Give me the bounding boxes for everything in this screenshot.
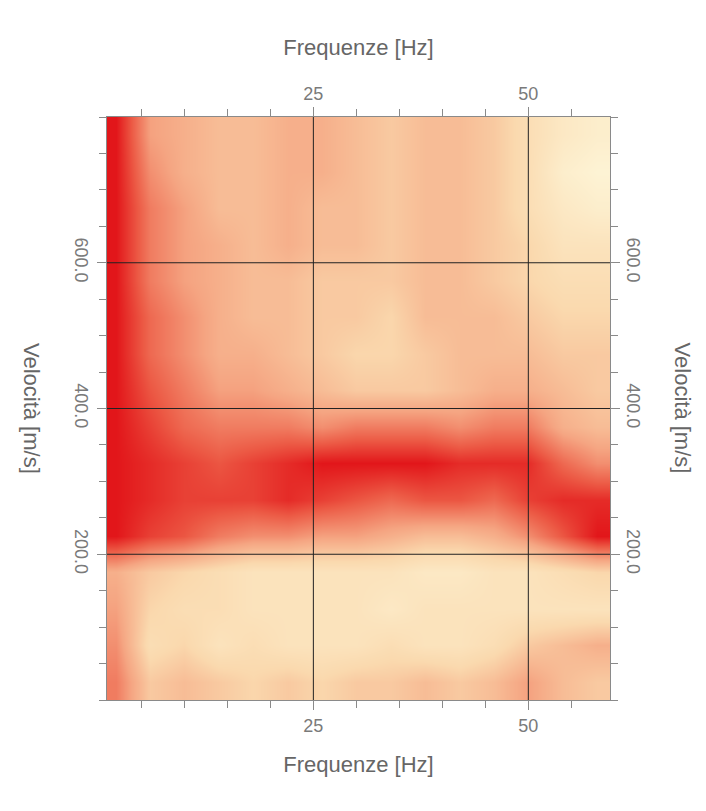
- svg-text:600.0: 600.0: [71, 238, 91, 283]
- svg-text:Frequenze [Hz]: Frequenze [Hz]: [283, 35, 433, 60]
- svg-text:Frequenze [Hz]: Frequenze [Hz]: [283, 752, 433, 777]
- svg-text:600.0: 600.0: [623, 238, 643, 283]
- svg-text:50: 50: [518, 716, 538, 736]
- svg-text:Velocità [m/s]: Velocità [m/s]: [670, 343, 695, 474]
- svg-text:400.0: 400.0: [623, 383, 643, 428]
- svg-text:25: 25: [303, 84, 323, 104]
- svg-text:50: 50: [518, 84, 538, 104]
- svg-text:Velocità [m/s]: Velocità [m/s]: [19, 343, 44, 474]
- svg-text:400.0: 400.0: [71, 383, 91, 428]
- svg-text:200.0: 200.0: [71, 529, 91, 574]
- svg-text:200.0: 200.0: [623, 529, 643, 574]
- svg-text:25: 25: [303, 716, 323, 736]
